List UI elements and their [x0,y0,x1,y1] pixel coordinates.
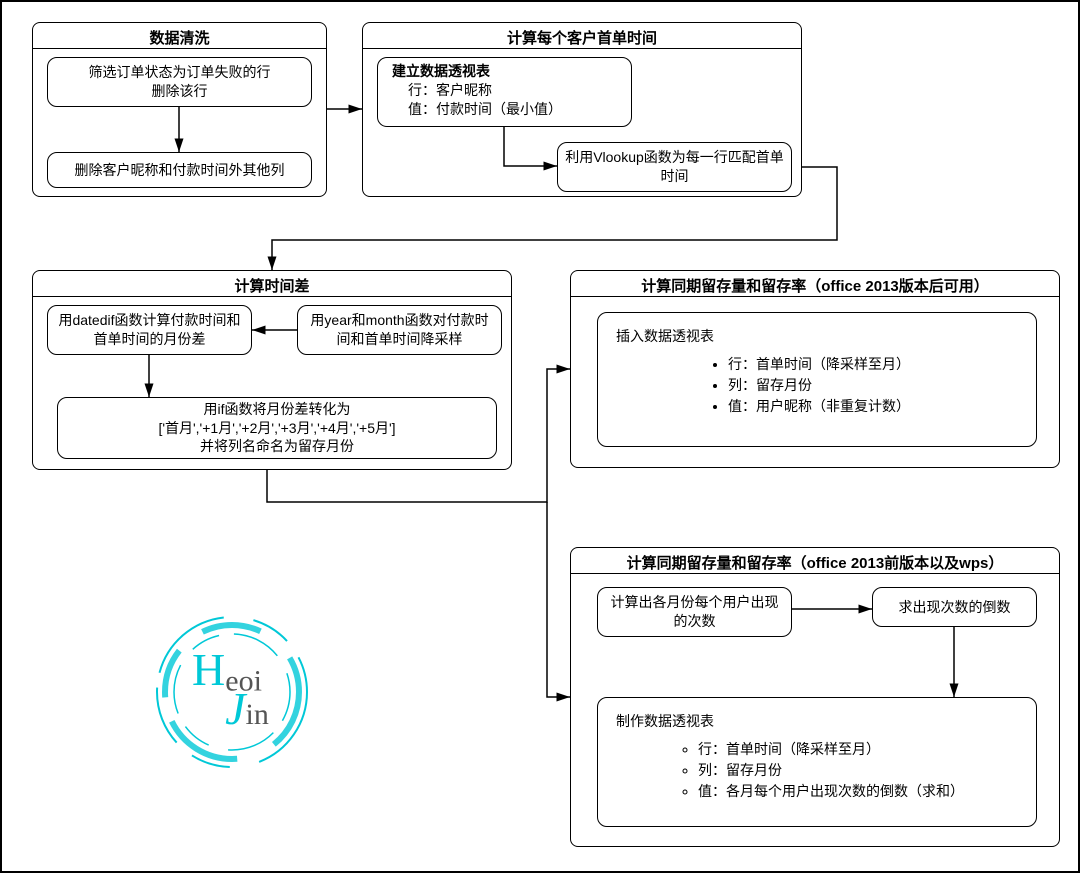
node-text: 用if函数将月份差转化为['首月','+1月','+2月','+3月','+4月… [158,400,395,457]
node-count-per-month: 计算出各月份每个用户出现的次数 [597,587,792,637]
bullet: 值：用户昵称（非重复计数） [728,396,1018,417]
node-delete-other-columns: 删除客户昵称和付款时间外其他列 [47,152,312,188]
diagram-container: 数据清洗 筛选订单状态为订单失败的行删除该行 删除客户昵称和付款时间外其他列 计… [0,0,1080,873]
node-create-pivot: 建立数据透视表 行：客户昵称 值：付款时间（最小值） [377,57,632,127]
group-title: 计算时间差 [33,273,511,298]
node-year-month: 用year和month函数对付款时间和首单时间降采样 [297,305,502,355]
bullet: 行：首单时间（降采样至月） [698,739,1018,760]
node-title: 制作数据透视表 [616,713,714,729]
node-text: 用year和month函数对付款时间和首单时间降采样 [304,311,495,349]
node-insert-pivot2: 插入数据透视表 行：首单时间（降采样至月） 列：留存月份 值：用户昵称（非重复计… [597,312,1037,447]
node-line: 值：付款时间（最小值） [392,100,562,119]
group-title: 计算同期留存量和留存率（office 2013版本后可用） [571,273,1059,298]
bullet: 行：首单时间（降采样至月） [728,354,1018,375]
node-line: 行：客户昵称 [392,81,492,100]
node-filter-failed-orders: 筛选订单状态为订单失败的行删除该行 [47,57,312,107]
bullet: 列：留存月份 [698,760,1018,781]
group-title: 计算同期留存量和留存率（office 2013前版本以及wps） [571,550,1059,575]
node-text: 筛选订单状态为订单失败的行删除该行 [89,63,271,101]
bullet: 列：留存月份 [728,375,1018,396]
node-make-pivot3: 制作数据透视表 行：首单时间（降采样至月） 列：留存月份 值：各月每个用户出现次… [597,697,1037,827]
node-if-month-diff: 用if函数将月份差转化为['首月','+1月','+2月','+3月','+4月… [57,397,497,459]
group-title: 数据清洗 [33,25,326,50]
logo-watermark: Heoi Jin [142,602,322,782]
group-title: 计算每个客户首单时间 [363,25,801,50]
node-datedif: 用datedif函数计算付款时间和首单时间的月份差 [47,305,252,355]
node-text: 删除客户昵称和付款时间外其他列 [75,161,285,180]
node-text: 利用Vlookup函数为每一行匹配首单时间 [564,148,785,186]
bullet: 值：各月每个用户出现次数的倒数（求和） [698,781,1018,802]
logo-j: J [225,683,245,734]
node-text: 计算出各月份每个用户出现的次数 [604,593,785,631]
logo-h: H [192,644,225,695]
node-title: 插入数据透视表 [616,328,714,344]
node-vlookup: 利用Vlookup函数为每一行匹配首单时间 [557,142,792,192]
node-title: 建立数据透视表 [392,63,490,79]
node-reciprocal: 求出现次数的倒数 [872,587,1037,627]
node-text: 用datedif函数计算付款时间和首单时间的月份差 [54,311,245,349]
node-text: 求出现次数的倒数 [899,598,1011,617]
logo-in: in [246,698,269,731]
